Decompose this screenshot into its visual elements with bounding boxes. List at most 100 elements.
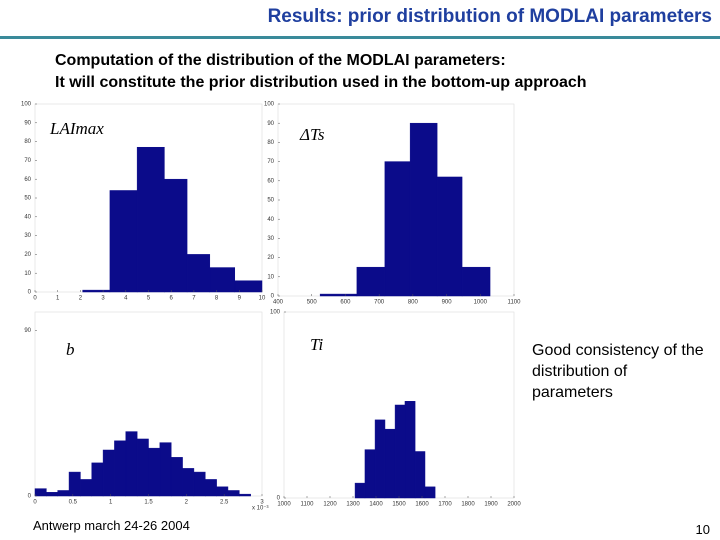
y-tick-label: 20 bbox=[24, 252, 31, 258]
bar bbox=[374, 419, 386, 499]
x-tick-label: 7 bbox=[192, 296, 196, 302]
y-tick-label: 60 bbox=[267, 178, 274, 184]
x-tick-label: 1 bbox=[56, 296, 60, 302]
x-tick-label: 1300 bbox=[346, 502, 360, 508]
title-rule bbox=[0, 36, 720, 39]
bar bbox=[193, 471, 206, 497]
y-tick-label: 90 bbox=[24, 328, 31, 334]
x-tick-label: 1900 bbox=[484, 502, 498, 508]
page-number: 10 bbox=[695, 522, 710, 537]
bar bbox=[170, 457, 183, 497]
bar bbox=[364, 449, 376, 499]
x-scale-label: x 10⁻³ bbox=[252, 506, 269, 512]
footer: Antwerp march 24-26 2004 bbox=[33, 518, 190, 533]
bar bbox=[164, 178, 188, 293]
x-tick-label: 500 bbox=[307, 300, 318, 306]
y-tick-label: 30 bbox=[267, 236, 274, 242]
bar bbox=[136, 438, 149, 497]
x-tick-label: 2000 bbox=[507, 502, 521, 508]
y-tick-label: 40 bbox=[267, 217, 274, 223]
bar bbox=[356, 266, 386, 297]
bar bbox=[159, 442, 172, 497]
bar bbox=[102, 449, 115, 497]
y-tick-label: 80 bbox=[267, 140, 274, 146]
x-tick-label: 2 bbox=[185, 500, 189, 506]
x-tick-label: 1100 bbox=[301, 502, 315, 508]
y-tick-label: 100 bbox=[21, 102, 32, 108]
bar bbox=[34, 488, 47, 497]
bar bbox=[91, 462, 104, 497]
y-tick-label: 10 bbox=[24, 271, 31, 277]
annotation: Ti bbox=[310, 335, 324, 354]
x-tick-label: 800 bbox=[408, 300, 419, 306]
x-tick-label: 6 bbox=[170, 296, 174, 302]
bar bbox=[209, 267, 236, 293]
annotation: LAImax bbox=[49, 119, 104, 138]
bar bbox=[414, 451, 426, 499]
x-tick-label: 1400 bbox=[369, 502, 383, 508]
bar bbox=[182, 468, 195, 497]
bar bbox=[354, 482, 366, 499]
bar bbox=[148, 447, 161, 497]
y-tick-label: 50 bbox=[24, 196, 31, 202]
x-tick-label: 900 bbox=[442, 300, 453, 306]
x-tick-label: 2 bbox=[79, 296, 83, 302]
y-tick-label: 90 bbox=[24, 120, 31, 126]
bar bbox=[114, 440, 127, 497]
x-tick-label: 4 bbox=[124, 296, 128, 302]
x-tick-label: 700 bbox=[374, 300, 385, 306]
bar bbox=[234, 280, 263, 293]
bar bbox=[384, 428, 396, 499]
bar bbox=[436, 176, 463, 297]
y-tick-label: 100 bbox=[270, 310, 281, 316]
bar bbox=[239, 493, 251, 497]
y-tick-label: 70 bbox=[267, 159, 274, 165]
x-tick-label: 1500 bbox=[392, 502, 406, 508]
x-tick-label: 5 bbox=[147, 296, 151, 302]
annotation: b bbox=[66, 340, 75, 359]
bar bbox=[46, 492, 58, 497]
x-tick-label: 2.5 bbox=[220, 500, 229, 506]
x-tick-label: 9 bbox=[238, 296, 242, 302]
bar bbox=[186, 254, 211, 293]
y-tick-label: 80 bbox=[24, 139, 31, 145]
bar bbox=[136, 146, 165, 293]
bar bbox=[409, 122, 438, 297]
x-tick-label: 0.5 bbox=[69, 500, 78, 506]
x-tick-label: 1100 bbox=[508, 300, 522, 306]
x-tick-label: 400 bbox=[273, 300, 284, 306]
bar bbox=[216, 486, 229, 497]
x-tick-label: 1700 bbox=[438, 502, 452, 508]
y-tick-label: 40 bbox=[24, 214, 31, 220]
y-tick-label: 20 bbox=[267, 255, 274, 261]
subtitle-line: It will constitute the prior distributio… bbox=[55, 74, 587, 91]
y-tick-label: 10 bbox=[267, 274, 274, 280]
x-tick-label: 1800 bbox=[461, 502, 475, 508]
x-tick-label: 0 bbox=[33, 500, 37, 506]
bar bbox=[461, 266, 491, 297]
bar bbox=[125, 431, 138, 497]
y-tick-label: 70 bbox=[24, 158, 31, 164]
y-tick-label: 50 bbox=[267, 198, 274, 204]
x-tick-label: 0 bbox=[33, 296, 37, 302]
x-tick-label: 600 bbox=[340, 300, 351, 306]
x-tick-label: 1200 bbox=[323, 502, 337, 508]
x-tick-label: 8 bbox=[215, 296, 219, 302]
bar bbox=[68, 471, 81, 497]
y-tick-label: 0 bbox=[28, 494, 32, 500]
x-tick-label: 10 bbox=[259, 296, 266, 302]
x-tick-label: 1600 bbox=[415, 502, 429, 508]
bar bbox=[424, 486, 436, 499]
annotation: ΔTs bbox=[299, 125, 325, 144]
x-tick-label: 3 bbox=[260, 500, 264, 506]
bar bbox=[57, 490, 70, 497]
x-tick-label: 1 bbox=[109, 500, 113, 506]
slide-title: Results: prior distribution of MODLAI pa… bbox=[267, 6, 712, 27]
bar bbox=[404, 401, 416, 499]
x-tick-label: 1000 bbox=[474, 300, 488, 306]
bar bbox=[319, 293, 358, 297]
y-tick-label: 60 bbox=[24, 177, 31, 183]
y-tick-label: 100 bbox=[264, 102, 275, 108]
